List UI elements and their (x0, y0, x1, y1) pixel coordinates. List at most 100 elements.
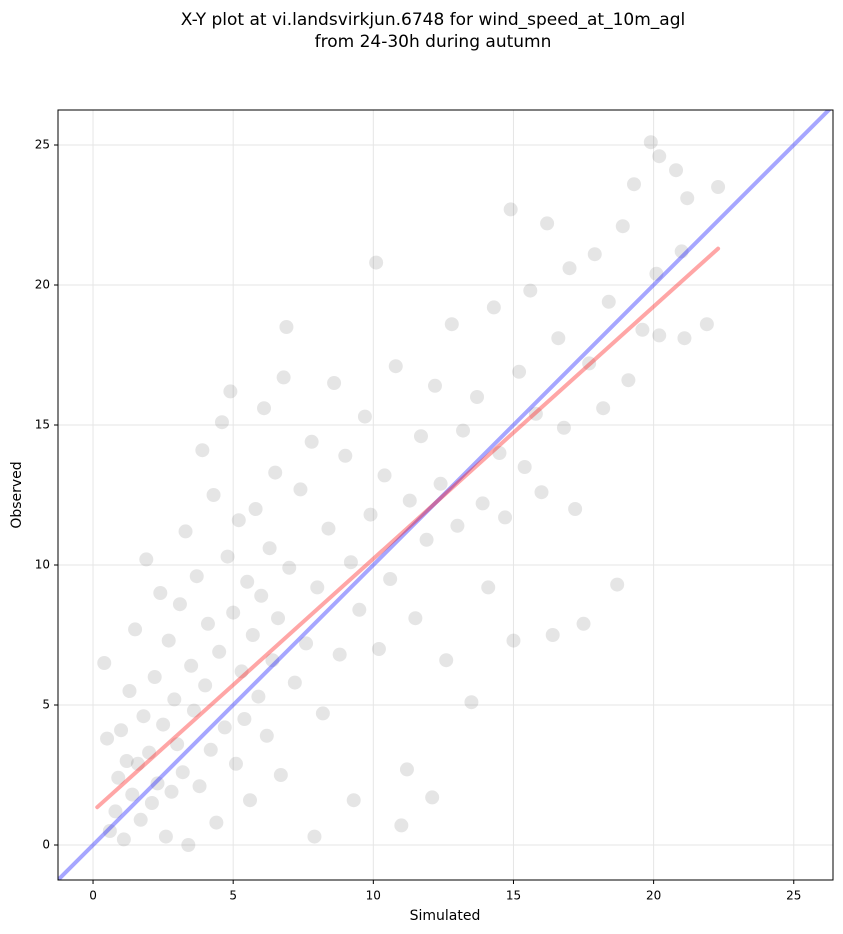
scatter-point (226, 605, 241, 620)
scatter-point (116, 832, 131, 847)
scatter-point (635, 322, 650, 337)
scatter-point (394, 818, 409, 833)
scatter-point (128, 622, 143, 637)
scatter-point (153, 586, 168, 600)
scatter-point (271, 611, 286, 626)
scatter-point (237, 712, 252, 726)
scatter-point (615, 219, 630, 234)
scatter-point (492, 446, 507, 460)
scatter-point (122, 684, 137, 698)
scatter-point (175, 765, 190, 780)
scatter-point (136, 709, 151, 724)
scatter-point (562, 261, 577, 276)
scatter-point (114, 723, 129, 738)
line (58, 110, 832, 880)
scatter-point (167, 692, 182, 707)
x-tick-label: 25 (786, 889, 801, 903)
scatter-point (97, 656, 112, 670)
y-tick-label: 25 (35, 138, 50, 152)
scatter-point (680, 191, 695, 206)
scatter-point (254, 588, 269, 603)
scatter-point (338, 448, 353, 463)
scatter-point (130, 756, 145, 771)
scatter-point (206, 488, 221, 502)
scatter-point (181, 838, 196, 852)
plot-frame (57, 109, 834, 881)
scatter-point (223, 384, 238, 399)
scatter-point (399, 762, 414, 777)
scatter-point (156, 717, 171, 732)
scatter-point (402, 493, 417, 508)
scatter-point (315, 706, 330, 721)
scatter-point (142, 745, 157, 760)
scatter-point (186, 703, 201, 718)
scatter-point (147, 670, 162, 684)
scatter-point (601, 294, 616, 309)
scatter-point (259, 728, 274, 743)
x-tick-label: 15 (506, 889, 521, 903)
scatter-point (170, 737, 185, 752)
scatter-point (231, 513, 246, 528)
scatter-point (214, 415, 229, 430)
scatter-point (108, 804, 123, 819)
scatter-point (711, 180, 726, 194)
scatter-point (512, 364, 527, 379)
scatter-point (133, 812, 148, 827)
scatter-point (475, 496, 490, 511)
scatter-point (245, 628, 260, 642)
scatter-point (383, 572, 398, 586)
scatter-point (172, 597, 187, 612)
y-axis-label: Observed (9, 461, 25, 528)
y-tick-label: 10 (35, 558, 50, 572)
scatter-point (669, 163, 684, 178)
scatter-point (195, 443, 210, 458)
scatter-point (119, 754, 134, 768)
scatter-point (242, 793, 257, 808)
scatter-point (212, 644, 227, 659)
scatter-point (189, 569, 204, 584)
scatter-point (419, 532, 434, 547)
scatter-point (268, 465, 283, 480)
scatter-point (200, 616, 215, 631)
scatter-point (273, 768, 288, 782)
scatter-point (102, 824, 117, 838)
scatter-point (369, 255, 384, 270)
scatter-point (257, 401, 272, 416)
scatter-point (310, 580, 325, 595)
scatter-point (481, 580, 496, 595)
grid (58, 110, 833, 880)
ticks: 0 5 10 15 20 25 0 5 10 15 20 25 (35, 138, 802, 903)
scatter-point (534, 485, 549, 500)
scatter-point (540, 216, 555, 231)
scatter-point (371, 642, 386, 656)
scatter-point (576, 616, 591, 631)
scatter-point (150, 776, 165, 791)
scatter-point (643, 135, 658, 150)
scatter-point (506, 633, 521, 648)
scatter-point (184, 658, 199, 673)
scatter-point (486, 300, 501, 315)
scatter-point (652, 149, 667, 164)
chart-subtitle: from 24-30h during autumn (315, 32, 552, 52)
scatter-point (610, 577, 625, 592)
scatter-point (413, 429, 428, 444)
scatter-point (178, 524, 193, 539)
scatter-point (228, 756, 243, 771)
scatter-point (388, 359, 403, 374)
scatter-point (503, 202, 518, 217)
scatter-point (209, 815, 224, 830)
scatter-point (470, 390, 485, 404)
scatter-point (262, 541, 277, 556)
scatter-point (545, 628, 560, 642)
scatter-point (582, 356, 597, 371)
scatter-point (158, 829, 173, 844)
scatter-point (282, 560, 297, 575)
scatter-point (556, 420, 571, 435)
scatter-point (240, 574, 255, 589)
scatter-point (192, 779, 207, 794)
scatter-point (363, 507, 378, 522)
scatter-point (621, 373, 636, 388)
x-axis-label: Simulated (410, 908, 481, 924)
scatter-point (111, 770, 126, 785)
scatter-point (321, 521, 336, 536)
